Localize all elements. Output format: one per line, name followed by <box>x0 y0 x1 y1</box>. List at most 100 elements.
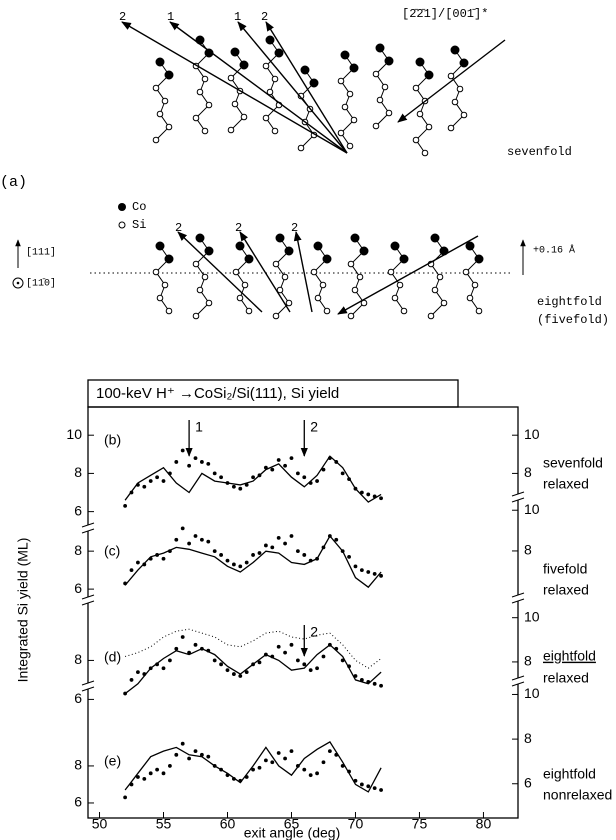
y-tick-label: 8 <box>74 651 82 667</box>
si-atom <box>196 88 204 96</box>
data-point <box>276 751 281 755</box>
si-atom <box>421 149 429 157</box>
y-tick-label: 10 <box>66 426 82 442</box>
si-atom <box>460 111 468 119</box>
si-atom <box>372 122 380 130</box>
co-atom <box>384 56 394 66</box>
data-point <box>212 658 217 663</box>
axis-break-gap <box>83 525 93 531</box>
si-atom <box>152 268 160 276</box>
data-point <box>155 475 160 480</box>
data-point <box>136 670 140 675</box>
y-tick-label: 8 <box>74 542 82 558</box>
y2-tick-label: 10 <box>524 501 540 517</box>
si-atom <box>376 96 384 104</box>
axis-label: [111] <box>26 247 56 259</box>
data-point <box>359 568 364 573</box>
si-atom <box>323 307 331 315</box>
si-atom <box>241 281 249 289</box>
data-point <box>123 795 128 800</box>
si-atom <box>372 70 380 78</box>
co-atom <box>239 60 249 70</box>
channel-arrow <box>337 235 479 315</box>
data-point <box>257 551 262 555</box>
data-point <box>327 749 332 754</box>
data-point <box>366 784 371 789</box>
si-atom <box>447 124 455 132</box>
y2-tick-label: 10 <box>524 685 540 701</box>
data-point <box>129 678 134 682</box>
data-point <box>334 537 339 542</box>
marker-arrow-label: 2 <box>310 419 318 435</box>
data-point <box>263 758 268 763</box>
si-atom <box>205 101 213 109</box>
data-point <box>212 549 217 554</box>
co-atom <box>375 43 385 53</box>
y-axis-label: Integrated Si yield (ML) <box>15 538 31 683</box>
co-atom <box>265 35 275 45</box>
channel-arrow <box>121 21 348 154</box>
arrow-label: 2 <box>175 221 182 235</box>
data-point <box>283 650 287 655</box>
y-tick-label: 8 <box>74 757 82 773</box>
si-atom <box>314 294 322 302</box>
data-point <box>219 662 223 667</box>
co-atom <box>155 57 165 67</box>
si-atom <box>310 268 318 276</box>
structure-name: (fivefold) <box>537 313 609 327</box>
co-atom <box>415 57 425 67</box>
panel-text: fivefold <box>543 561 587 577</box>
si-atom <box>205 299 213 307</box>
calc-line <box>124 455 382 503</box>
panel-label: (d) <box>104 649 121 665</box>
panel-text: relaxed <box>543 476 589 492</box>
co-atom <box>204 246 214 256</box>
co-atom <box>430 233 440 243</box>
co-atom <box>244 254 254 264</box>
arrow-label: 1 <box>234 10 241 24</box>
data-point <box>244 670 249 675</box>
y2-tick-label: 6 <box>524 774 532 790</box>
axis-break-gap <box>83 683 93 689</box>
data-point <box>379 496 383 501</box>
data-point <box>315 771 319 776</box>
si-symbol <box>118 221 126 229</box>
si-atom <box>245 307 253 315</box>
co-atom <box>274 48 284 58</box>
legend-label: Si <box>132 218 146 232</box>
axis-break-gap <box>513 494 523 500</box>
co-atom <box>349 63 359 73</box>
panel-label: (b) <box>104 432 121 448</box>
co-atom <box>275 233 285 243</box>
data-point <box>161 479 166 483</box>
co-atom <box>340 50 350 60</box>
data-point <box>251 475 255 480</box>
data-point <box>238 674 243 678</box>
axis-label: [11̄0] <box>26 278 56 290</box>
y2-tick-label: 10 <box>524 426 540 442</box>
si-atom <box>152 136 160 144</box>
si-atom <box>285 299 293 307</box>
data-point <box>238 486 243 491</box>
axis-break <box>511 675 525 681</box>
data-point <box>372 681 377 686</box>
co-atom <box>459 58 469 68</box>
panel-label: (a) <box>0 174 27 191</box>
data-point <box>206 461 211 466</box>
co-atom <box>164 70 174 80</box>
data-point <box>219 553 223 557</box>
si-atom <box>165 307 173 315</box>
si-atom <box>440 299 448 307</box>
co-atom <box>284 246 294 256</box>
si-atom <box>271 127 279 135</box>
si-atom <box>227 126 235 134</box>
si-atom <box>400 307 408 315</box>
data-point <box>206 539 211 544</box>
data-point <box>142 484 147 489</box>
data-point <box>315 666 319 671</box>
arrow-label: 1 <box>167 10 174 24</box>
data-point <box>295 471 300 476</box>
data-point <box>180 741 185 746</box>
data-point <box>359 678 364 682</box>
structure-name: sevenfold <box>507 145 572 159</box>
